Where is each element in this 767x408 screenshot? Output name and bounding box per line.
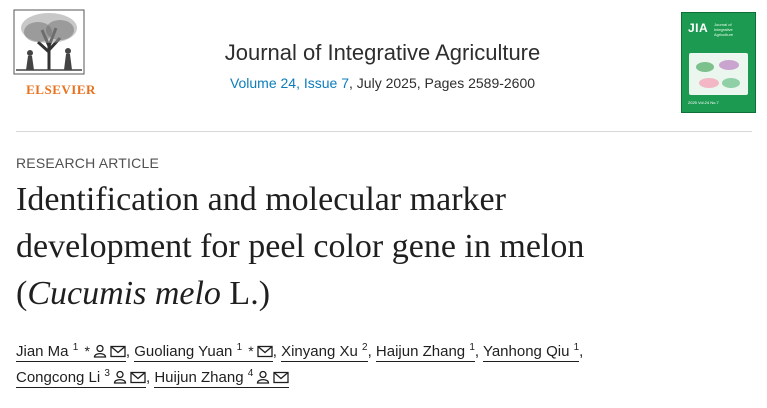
person-icon <box>113 370 127 384</box>
author-separator: , <box>579 343 584 360</box>
affiliation-sup: 1 <box>72 342 79 353</box>
author-name: Xinyang Xu <box>281 343 358 360</box>
author-name: Haijun Zhang <box>375 343 466 360</box>
affiliation-sup: 3 <box>104 368 110 379</box>
title-line-2: development for peel color gene in melon <box>16 228 585 265</box>
author-link[interactable]: Congcong Li 3 <box>16 369 146 388</box>
cover-illustration <box>689 53 748 95</box>
journal-header: ELSEVIER Journal of Integrative Agricult… <box>0 0 767 132</box>
author-link[interactable]: Yanhong Qiu 1 <box>482 342 580 362</box>
envelope-icon <box>110 345 126 358</box>
issue-info: Volume 24, Issue 7, July 2025, Pages 258… <box>180 75 585 91</box>
author-name: Jian Ma <box>16 343 69 360</box>
title-species: Cucumis melo <box>27 275 221 312</box>
author-separator: , <box>272 343 282 360</box>
cover-abbreviation: JIA <box>688 21 709 35</box>
affiliation-sup: 1 <box>573 342 580 353</box>
journal-title[interactable]: Journal of Integrative Agriculture <box>224 40 541 65</box>
person-icon <box>93 344 107 358</box>
affiliation-sup: 1 <box>469 342 475 353</box>
title-suffix: L.) <box>220 275 271 312</box>
tree-logo-icon <box>13 9 85 75</box>
author-separator: , <box>367 343 376 360</box>
title-line-1: Identification and molecular marker <box>16 181 506 218</box>
author-separator: , <box>145 369 155 386</box>
author-name: Huijun Zhang <box>154 369 244 386</box>
envelope-icon <box>257 345 273 358</box>
author-link[interactable]: Haijun Zhang 1 <box>375 342 475 362</box>
author-name: Congcong Li <box>16 369 101 386</box>
header-divider <box>16 131 752 132</box>
cover-footer: 2025 Vol.24 No.7 <box>688 100 719 105</box>
envelope-icon <box>273 371 289 384</box>
cover-journal-name: Journal of Integrative Agriculture <box>714 22 734 37</box>
author-link[interactable]: Huijun Zhang 4 <box>154 368 290 388</box>
author-separator: , <box>474 343 483 360</box>
author-link[interactable]: Guoliang Yuan 1 * <box>134 343 273 362</box>
date-pages: , July 2025, Pages 2589-2600 <box>349 75 536 91</box>
title-paren-open: ( <box>16 275 28 312</box>
corresponding-star: * <box>84 343 90 359</box>
author-list: Jian Ma 1 *, Guoliang Yuan 1 *, Xinyang … <box>16 338 756 391</box>
author-link[interactable]: Xinyang Xu 2 <box>281 342 368 362</box>
cover-plants-icon <box>696 60 740 88</box>
author-name: Guoliang Yuan <box>134 343 233 360</box>
journal-cover-image[interactable]: JIA Journal of Integrative Agriculture 2… <box>681 12 756 113</box>
elsevier-tree-logo[interactable]: ELSEVIER <box>12 8 95 97</box>
article-type: RESEARCH ARTICLE <box>16 155 159 171</box>
affiliation-sup: 1 <box>236 342 243 353</box>
author-name: Yanhong Qiu <box>482 343 570 360</box>
person-icon <box>257 370 270 384</box>
envelope-icon <box>130 371 146 384</box>
article-title: Identification and molecular marker devel… <box>16 176 756 317</box>
publisher-name: ELSEVIER <box>26 82 96 97</box>
author-separator: , <box>125 343 135 360</box>
affiliation-sup: 4 <box>247 368 254 379</box>
corresponding-star: * <box>248 343 254 359</box>
affiliation-sup: 2 <box>362 342 368 353</box>
volume-issue-link[interactable]: Volume 24, Issue 7 <box>229 75 350 91</box>
author-link[interactable]: Jian Ma 1 * <box>16 343 126 362</box>
